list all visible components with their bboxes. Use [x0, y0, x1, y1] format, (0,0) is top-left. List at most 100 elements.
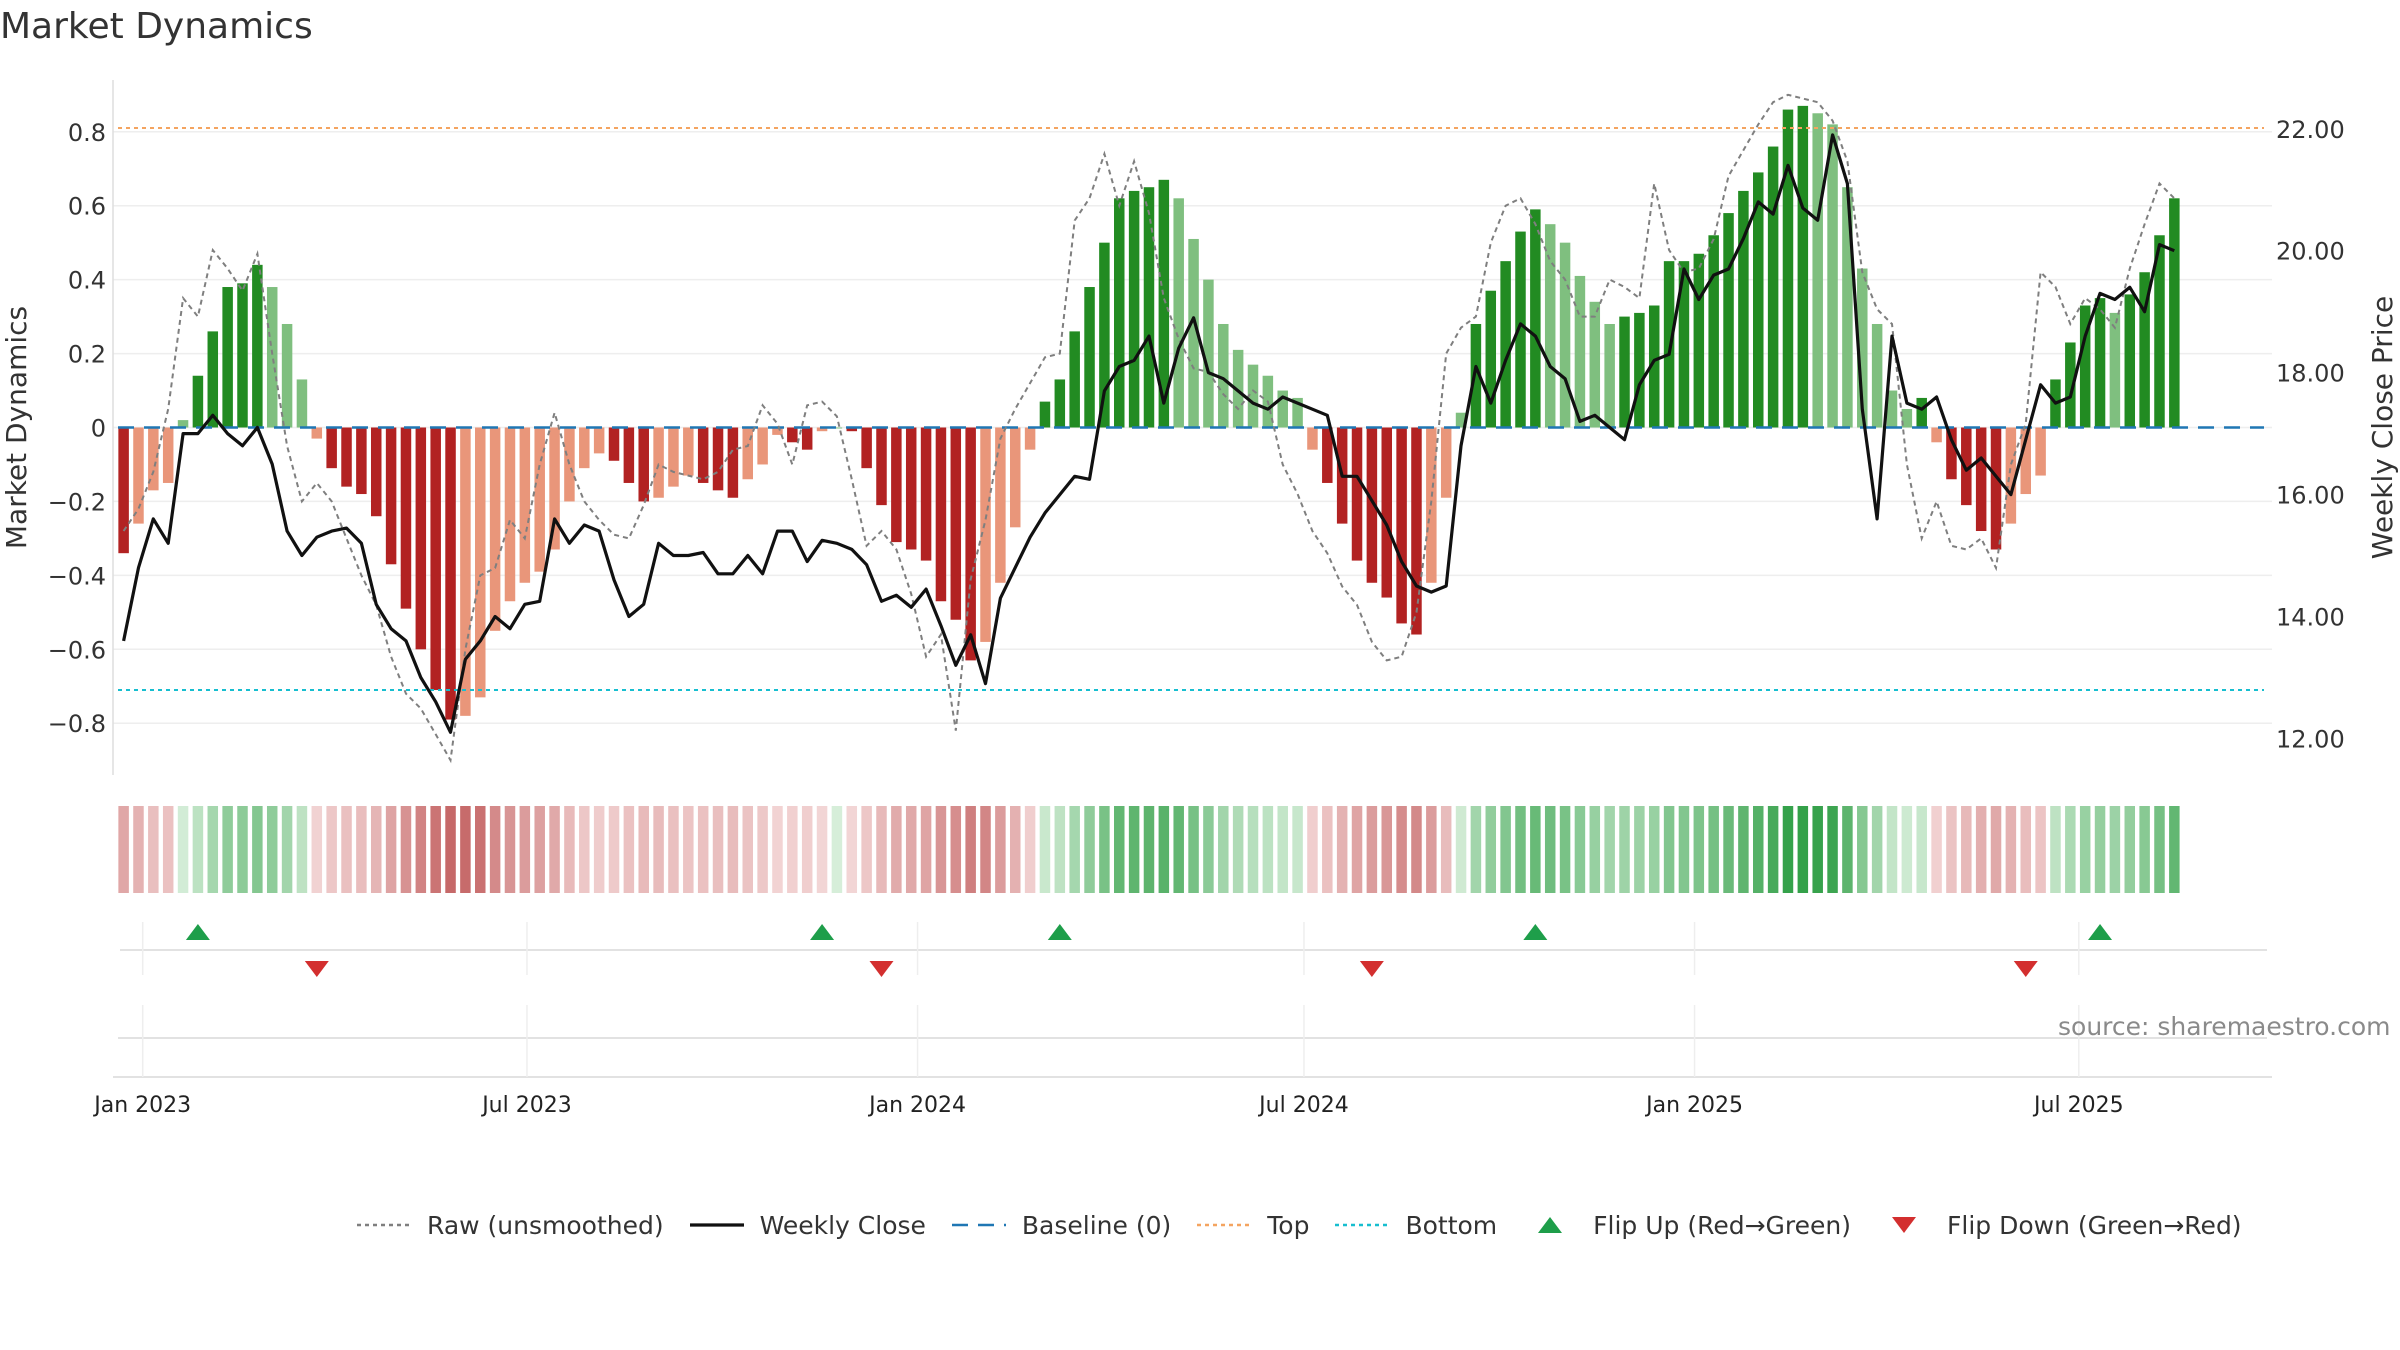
regime-cell	[668, 806, 679, 893]
dynamics-bar	[920, 427, 932, 561]
dynamics-bar	[1218, 323, 1229, 428]
regime-cell	[1500, 806, 1511, 893]
dynamics-bar	[653, 427, 664, 498]
dynamics-bar	[475, 427, 486, 698]
regime-cell	[2139, 806, 2150, 893]
dynamics-bar	[2005, 427, 2017, 524]
bars-layer	[118, 105, 2180, 720]
dynamics-bar	[1128, 190, 1140, 428]
dynamics-bar	[876, 427, 887, 506]
dynamics-bar	[2094, 298, 2106, 428]
dynamics-bar	[965, 427, 976, 661]
dynamics-bar	[950, 427, 962, 620]
dynamics-bar	[534, 427, 545, 572]
regime-cell	[697, 806, 709, 893]
regime-cell	[1797, 806, 1809, 893]
regime-cell	[489, 806, 501, 893]
dynamics-bar	[891, 427, 902, 543]
legend-item: Baseline (0)	[950, 1211, 1171, 1240]
regime-cell	[177, 806, 189, 893]
regime-cell	[2035, 806, 2046, 893]
regime-cell	[1381, 806, 1392, 893]
dynamics-bar	[118, 427, 129, 554]
y-tick-label: 0.6	[68, 193, 106, 221]
lines-layer	[118, 93, 2264, 764]
regime-cell	[1515, 806, 1526, 893]
dynamics-bar	[1901, 409, 1913, 428]
dynamics-bar	[237, 283, 248, 428]
regime-cell	[1069, 806, 1080, 893]
regime-cell	[311, 806, 323, 893]
dynamics-bar	[1455, 412, 1467, 428]
regime-cell	[1589, 806, 1601, 893]
regime-cell	[1871, 806, 1883, 893]
flip-up-marker	[2088, 924, 2113, 940]
dynamics-bar	[742, 427, 754, 480]
regime-cell	[757, 806, 768, 893]
dynamics-bar	[311, 427, 323, 439]
dynamics-bar	[1188, 238, 1199, 428]
regime-cell	[1024, 806, 1036, 893]
dynamics-bar	[1440, 427, 1452, 498]
dynamics-bar	[504, 427, 516, 602]
legend-item: Bottom	[1333, 1211, 1497, 1240]
x-tick-label: Jan 2025	[1644, 1093, 1743, 1118]
dynamics-bar	[296, 379, 308, 428]
dynamics-bar	[460, 427, 471, 716]
dynamics-bar	[1411, 427, 1422, 635]
regime-cell	[787, 806, 798, 893]
regime-cell	[1218, 806, 1229, 893]
regime-cell	[2020, 806, 2031, 893]
dynamics-bar	[995, 427, 1006, 583]
dynamics-bar	[1277, 390, 1288, 428]
dynamics-bar	[400, 427, 412, 609]
regime-cell	[1842, 806, 1853, 893]
legend-item: Weekly Close	[688, 1211, 926, 1240]
dynamics-bar	[772, 427, 783, 435]
dynamics-bar	[1961, 427, 1972, 506]
dynamics-bar	[1574, 275, 1586, 428]
dynamics-bar	[1708, 235, 1719, 428]
regime-cell	[1099, 806, 1110, 893]
dynamics-bar	[1738, 190, 1749, 428]
regime-cell	[564, 806, 575, 893]
regime-cell	[742, 806, 754, 893]
dynamics-bar	[623, 427, 635, 483]
regime-cell	[2079, 806, 2091, 893]
regime-cell	[1203, 806, 1214, 893]
regime-cell	[207, 806, 219, 893]
regime-cell	[118, 806, 129, 893]
regime-cell	[162, 806, 174, 893]
dynamics-bar	[1292, 397, 1303, 428]
dynamics-bar	[489, 427, 501, 631]
x-tick-label: Jul 2024	[1257, 1093, 1349, 1118]
regime-cell	[1619, 806, 1630, 893]
dynamics-bar	[1693, 253, 1705, 428]
regime-cell	[1530, 806, 1541, 893]
regime-cell	[1559, 806, 1571, 893]
dynamics-bar	[1723, 213, 1734, 428]
y-tick-label: −0.8	[48, 710, 106, 738]
dynamics-bar	[579, 427, 590, 469]
dynamics-bar	[1871, 323, 1883, 428]
dynamics-bar	[1678, 261, 1690, 428]
dynamics-bar	[1143, 187, 1155, 428]
y2-axis-title: Weekly Close Price	[2366, 296, 2399, 559]
regime-cell	[1039, 806, 1051, 893]
dynamics-bar	[2124, 294, 2136, 428]
regime-cell	[727, 806, 739, 893]
regime-cell	[1485, 806, 1497, 893]
legend-swatch	[1892, 1217, 1917, 1233]
regime-cell	[1975, 806, 1987, 893]
y-tick-label: 0.2	[68, 341, 106, 369]
regime-cell	[534, 806, 545, 893]
dynamics-bar	[1990, 427, 2002, 550]
dynamics-bar	[816, 427, 828, 432]
regime-cell	[965, 806, 976, 893]
dynamics-bar	[757, 427, 768, 465]
dynamics-bar	[727, 427, 739, 498]
regime-cell	[1292, 806, 1303, 893]
regime-cell	[2109, 806, 2121, 893]
regime-cell	[237, 806, 248, 893]
legend-label: Baseline (0)	[1021, 1210, 1172, 1240]
